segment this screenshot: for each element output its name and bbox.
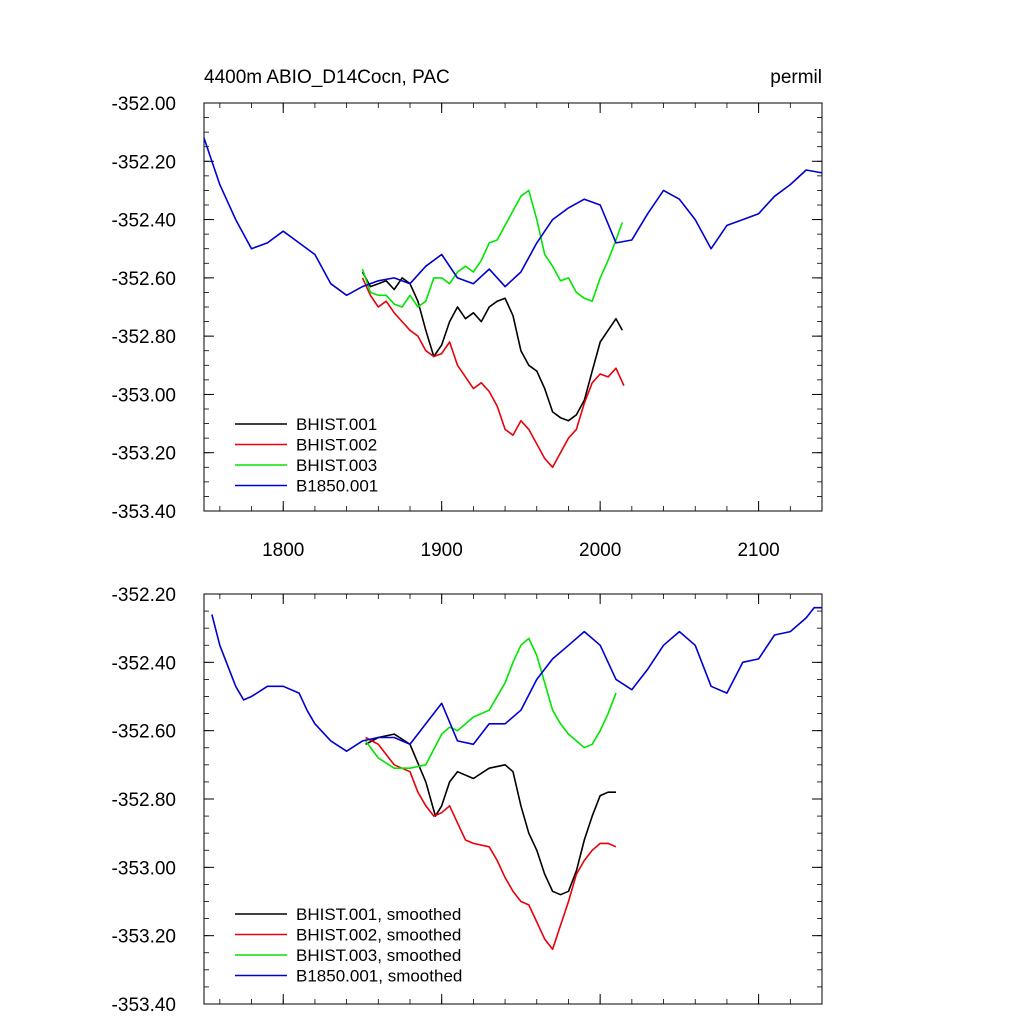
series-line-2 [361,189,624,308]
chart-title: 4400m ABIO_D14Cocn, PAC [204,67,450,88]
series-line-1 [365,736,617,951]
units-label: permil [770,67,822,88]
legend-label: BHIST.003 [296,456,377,475]
y-tick-label: -353.20 [112,927,176,948]
y-tick-label: -352.40 [112,653,176,674]
y-tick-label: -352.60 [112,722,176,743]
series-line-2 [364,637,617,770]
y-tick-label: -353.00 [112,385,176,406]
y-tick-label: -353.40 [112,502,176,523]
series-line-3 [203,137,823,297]
x-tick-label: 1900 [421,540,463,561]
series-bottom [211,606,822,951]
series-line-0 [365,733,616,896]
axes-bottom: -352.20 -352.40 -352.60 -352.80 -353.00 -353.… [112,585,823,1016]
legend-bottom: BHIST.001, smoothed BHIST.002, smoothedBH… [235,905,462,986]
legend-label: BHIST.003, smoothed [296,946,461,965]
x-tick-label: 2100 [737,540,779,561]
top-panel: 4400m ABIO_D14Cocn, PAC permil -352.00-3… [112,67,823,561]
legend-label: B1850.001 [296,477,378,496]
legend-label: BHIST.002, smoothed [296,926,461,945]
y-tick-label: -353.20 [112,444,176,465]
y-tick-label: -353.40 [112,995,176,1016]
y-tick-label: -352.00 [112,94,176,115]
y-tick-label: -352.60 [112,269,176,290]
legend-label: B1850.001, smoothed [296,967,462,986]
x-tick-label: 1800 [262,540,304,561]
y-tick-label: -352.80 [112,327,176,348]
x-tick-label: 2000 [579,540,621,561]
bottom-panel: -352.20 -352.40 -352.60 -352.80 -353.00 -353.… [112,585,823,1016]
y-tick-label: -352.40 [112,211,176,232]
y-tick-label: -352.20 [112,152,176,173]
series-top [203,137,823,469]
y-tick-label: -352.80 [112,790,176,811]
y-tick-label: -353.00 [112,858,176,879]
legend-label: BHIST.001, smoothed [296,905,461,924]
series-line-3 [211,606,822,753]
legend-label: BHIST.002 [296,436,377,455]
axes-top: -352.00 -352.20 -352.40 -352.60 -352.80 -353.… [112,94,823,561]
series-line-1 [361,277,625,469]
legend-label: BHIST.001 [296,415,377,434]
series-line-0 [361,271,624,422]
y-tick-label: -352.20 [112,585,176,606]
